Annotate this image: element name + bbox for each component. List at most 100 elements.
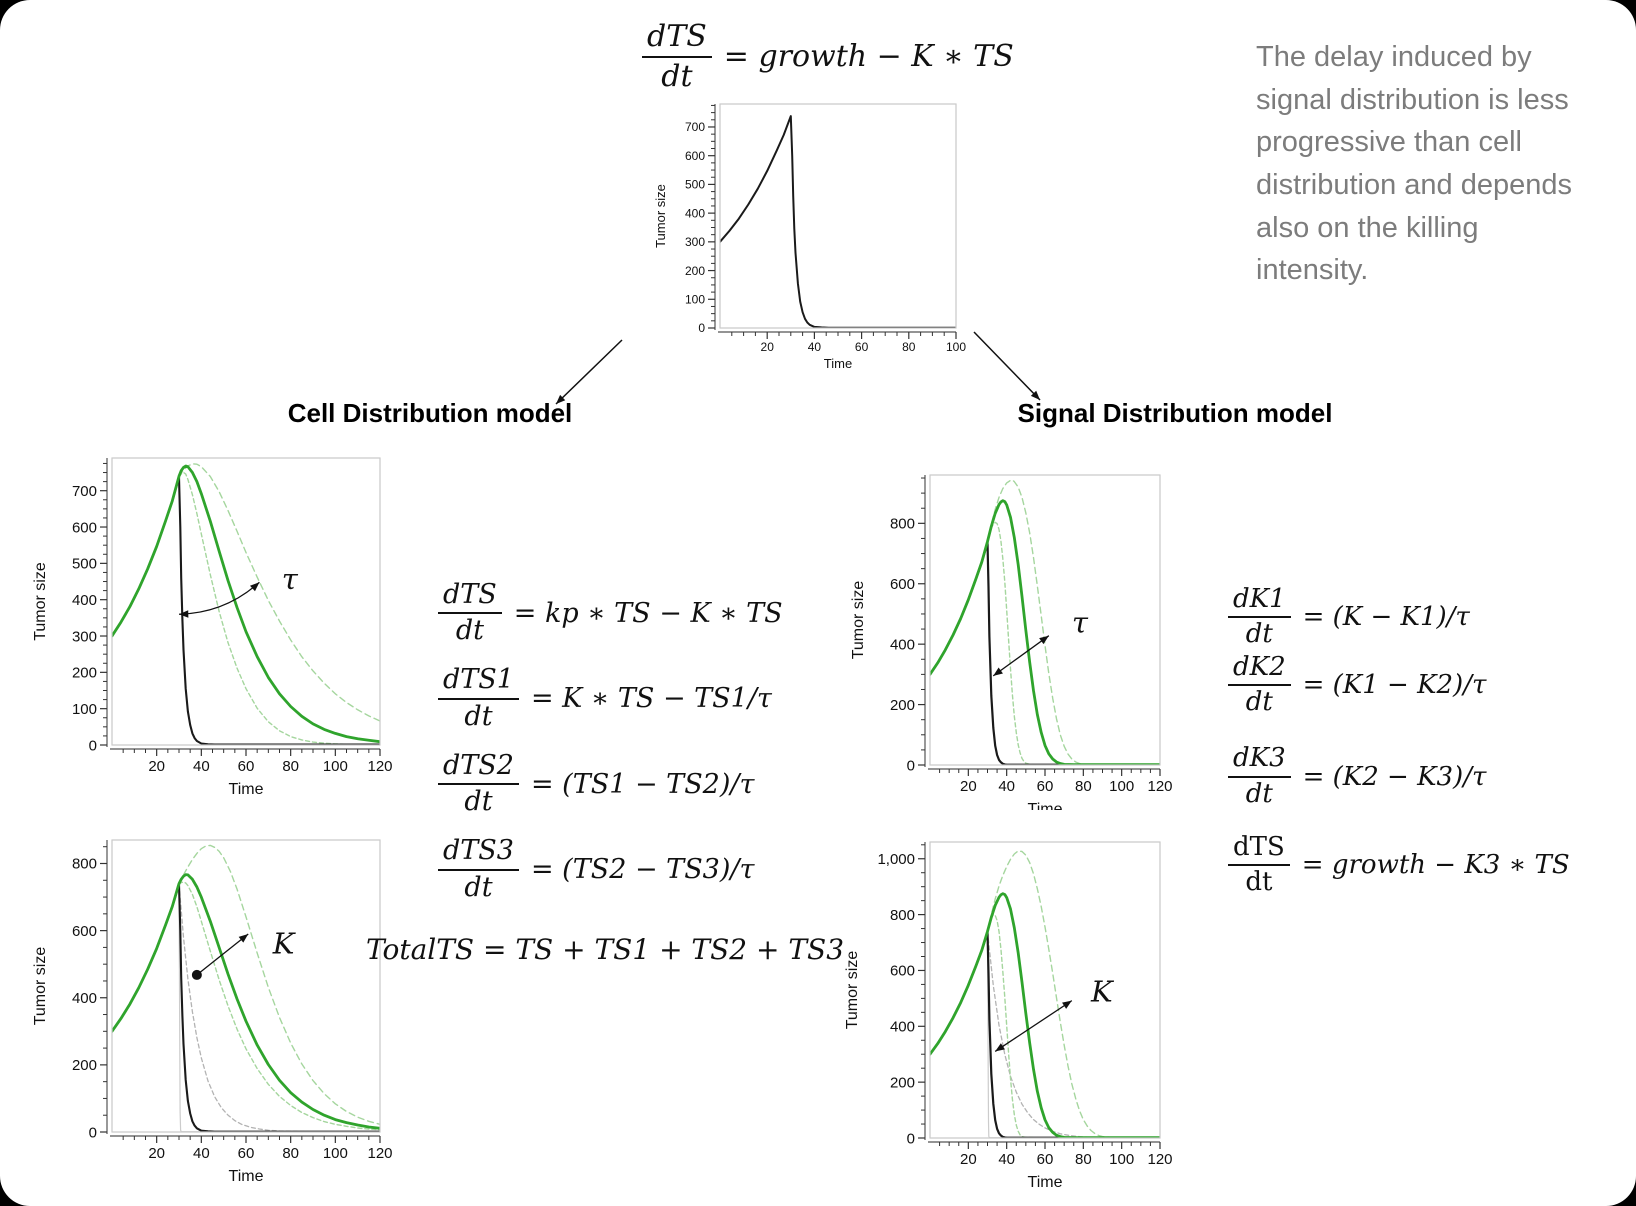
svg-text:K: K (272, 926, 297, 960)
equation-denominator: dt (1245, 778, 1273, 809)
equation-numerator: dTS (1228, 832, 1290, 866)
svg-text:600: 600 (685, 149, 705, 163)
equation-numerator: dK2 (1228, 653, 1291, 687)
svg-text:40: 40 (193, 758, 210, 775)
svg-text:20: 20 (960, 778, 977, 795)
equation-denominator: dt (455, 615, 484, 647)
svg-text:80: 80 (902, 340, 916, 354)
svg-text:1,000: 1,000 (877, 851, 915, 868)
svg-text:60: 60 (238, 758, 255, 775)
signal-model-title: Signal Distribution model (1017, 398, 1333, 428)
svg-text:80: 80 (1075, 778, 1092, 795)
cell-k-plot: 0 200 400 600 800 20 40 60 80 100 120 Time Tumor siz… (28, 800, 398, 1190)
svg-text:60: 60 (238, 1145, 255, 1162)
overview-tumor-plot: 0 100 200 300 400 500 600 700 20 40 60 80 100 Time Tum… (648, 96, 966, 372)
equation-numerator: dTS (642, 20, 712, 58)
equation: dTS3 dt = (TS2 − TS3)/τ (438, 836, 783, 902)
svg-text:400: 400 (890, 636, 915, 653)
svg-text:Tumor size: Tumor size (850, 581, 867, 660)
equation-numerator: dTS2 (438, 750, 519, 786)
svg-text:Tumor size: Tumor size (845, 951, 861, 1030)
equation: dK3 dt = (K2 − K3)/τ (1228, 744, 1570, 808)
svg-text:80: 80 (282, 1145, 299, 1162)
svg-text:600: 600 (890, 576, 915, 593)
equation-rhs: = growth − K ∗ TS (723, 39, 1014, 75)
equation-rhs: = (TS2 − TS3)/τ (530, 854, 755, 886)
svg-text:100: 100 (946, 340, 966, 354)
svg-text:100: 100 (685, 292, 705, 306)
svg-text:Tumor size: Tumor size (32, 562, 49, 641)
svg-text:0: 0 (907, 757, 915, 774)
svg-text:800: 800 (890, 907, 915, 924)
equation: dTS2 dt = (TS1 − TS2)/τ (438, 750, 783, 818)
svg-text:100: 100 (72, 701, 97, 718)
cell-tau-plot: 0 100 200 300 400 500 600 700 20 40 60 80 100 120 Time… (28, 448, 398, 800)
svg-text:Time: Time (824, 356, 852, 371)
svg-text:600: 600 (72, 519, 97, 536)
svg-text:400: 400 (685, 206, 705, 220)
svg-text:0: 0 (698, 321, 705, 335)
svg-text:400: 400 (72, 592, 97, 609)
svg-text:400: 400 (890, 1019, 915, 1036)
equation-rhs: = (K − K1)/τ (1302, 602, 1470, 633)
svg-text:0: 0 (89, 1124, 97, 1141)
svg-text:τ: τ (282, 562, 299, 596)
svg-text:Time: Time (1028, 1174, 1063, 1190)
equation-numerator: dTS (438, 579, 502, 615)
equation-denominator: dt (464, 871, 493, 903)
signal-model-equations: dK1 dt = (K − K1)/τ dK2 dt = (K1 − K2)/τ d… (1228, 584, 1570, 897)
cell-model-title: Cell Distribution model (287, 398, 573, 428)
svg-text:K: K (1090, 975, 1115, 1009)
svg-text:Tumor size: Tumor size (32, 947, 49, 1026)
svg-text:20: 20 (148, 1145, 165, 1162)
svg-text:700: 700 (72, 483, 97, 500)
svg-text:120: 120 (1147, 1151, 1172, 1168)
svg-text:200: 200 (72, 665, 97, 682)
svg-text:200: 200 (890, 1074, 915, 1091)
equation: dTS dt = kp ∗ TS − K ∗ TS (438, 579, 783, 647)
svg-text:800: 800 (890, 516, 915, 533)
svg-text:80: 80 (282, 758, 299, 775)
equation-rhs: = (TS1 − TS2)/τ (530, 768, 755, 800)
fraction: dTS dt (642, 20, 712, 93)
equation-rhs: = (K1 − K2)/τ (1302, 670, 1487, 701)
note-text: The delay induced by signal distribution… (1256, 41, 1573, 287)
svg-text:60: 60 (1037, 1151, 1054, 1168)
svg-text:40: 40 (808, 340, 822, 354)
equation: dK2 dt = (K1 − K2)/τ (1228, 653, 1570, 717)
equation-numerator: dK1 (1228, 584, 1291, 619)
svg-text:Time: Time (229, 781, 264, 798)
equation-numerator: dTS1 (438, 665, 519, 700)
equation-denominator: dt (1245, 687, 1273, 718)
equation: dK1 dt = (K − K1)/τ (1228, 584, 1570, 649)
equation-rhs: = growth − K3 ∗ TS (1301, 849, 1570, 880)
svg-text:200: 200 (890, 697, 915, 714)
equation-rhs: = kp ∗ TS − K ∗ TS (513, 597, 783, 629)
cell-model-equations: dTS dt = kp ∗ TS − K ∗ TS dTS1 dt = K ∗ TS… (438, 579, 783, 903)
svg-text:20: 20 (148, 758, 165, 775)
svg-text:Tumor size: Tumor size (653, 184, 668, 248)
svg-text:300: 300 (685, 235, 705, 249)
svg-text:100: 100 (1109, 778, 1134, 795)
svg-text:0: 0 (89, 737, 97, 754)
svg-text:600: 600 (72, 923, 97, 940)
equation-denominator: dt (464, 786, 493, 818)
svg-text:40: 40 (998, 1151, 1015, 1168)
svg-text:500: 500 (685, 178, 705, 192)
svg-text:200: 200 (72, 1057, 97, 1074)
equation: dTS1 dt = K ∗ TS − TS1/τ (438, 665, 783, 731)
svg-text:80: 80 (1075, 1151, 1092, 1168)
equation-rhs: = K ∗ TS − TS1/τ (530, 683, 772, 715)
svg-text:40: 40 (193, 1145, 210, 1162)
svg-text:20: 20 (761, 340, 775, 354)
svg-text:20: 20 (960, 1151, 977, 1168)
svg-text:400: 400 (72, 990, 97, 1007)
svg-text:100: 100 (323, 758, 348, 775)
equation-numerator: dK3 (1228, 744, 1291, 778)
svg-text:300: 300 (72, 628, 97, 645)
equation-denominator: dt (1245, 866, 1273, 897)
equation-numerator: dTS3 (438, 836, 519, 871)
svg-text:0: 0 (907, 1130, 915, 1147)
total-ts-equation: TotalTS = TS + TS1 + TS2 + TS3 (366, 933, 845, 966)
